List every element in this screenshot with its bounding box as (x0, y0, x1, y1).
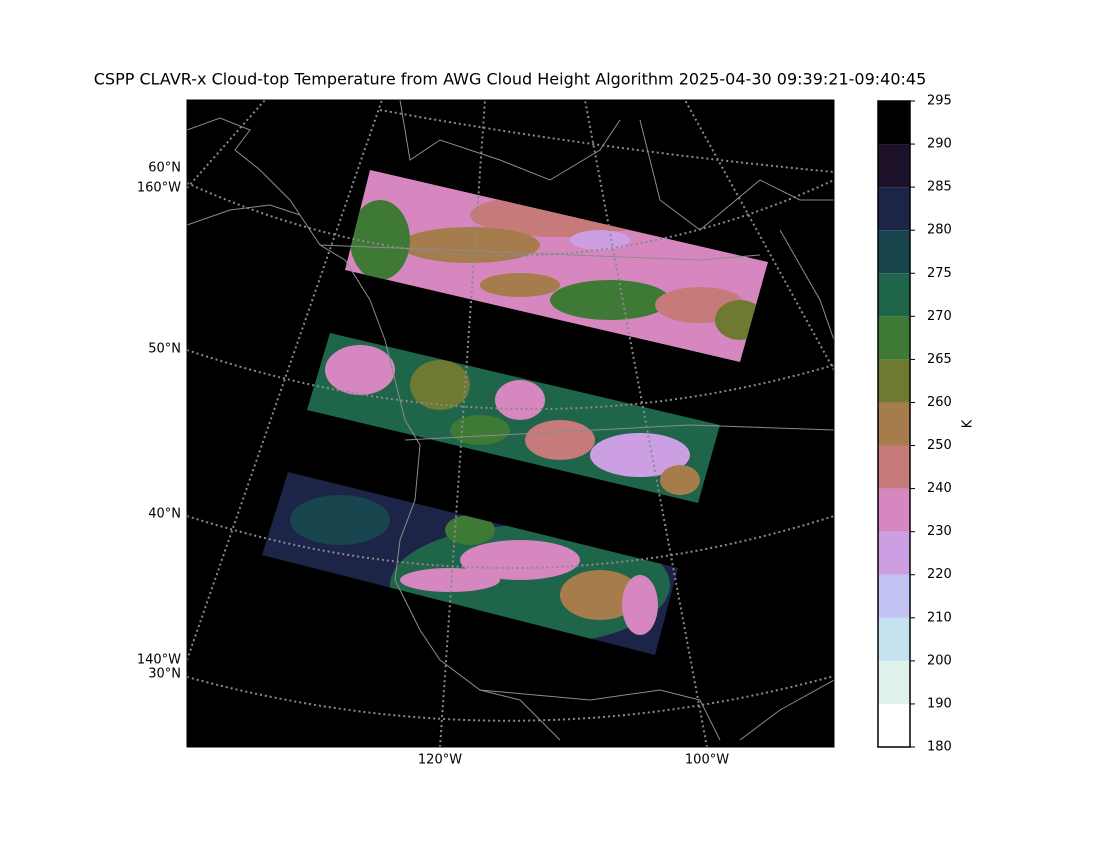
colorbar-segment (878, 316, 910, 360)
colorbar-tick-label: 260 (927, 395, 952, 410)
colorbar-segment (878, 617, 910, 661)
colorbar-tick-label: 265 (927, 352, 952, 367)
colorbar-segment (878, 488, 910, 532)
colorbar-label: K (961, 419, 976, 428)
map-frame (186, 99, 835, 748)
graticule-label: 30°N (148, 667, 181, 682)
graticule-label: 100°W (685, 753, 729, 768)
colorbar-tick-label: 220 (927, 567, 952, 582)
graticule-label: 140°W (137, 653, 181, 668)
colorbar-tick-label: 230 (927, 524, 952, 539)
colorbar-segment (878, 660, 910, 704)
colorbar-segment (878, 273, 910, 317)
colorbar-tick-label: 250 (927, 438, 952, 453)
graticule-label: 160°W (137, 181, 181, 196)
map (187, 100, 834, 747)
colorbar-segment (878, 531, 910, 575)
colorbar-frame (877, 100, 911, 748)
chart-title: CSPP CLAVR-x Cloud-top Temperature from … (94, 70, 927, 89)
graticule-label: 40°N (148, 507, 181, 522)
colorbar-tick-label: 240 (927, 481, 952, 496)
colorbar-tick-label: 190 (927, 696, 952, 711)
colorbar-segment (878, 445, 910, 489)
colorbar-segment (878, 359, 910, 403)
colorbar-tick-label: 290 (927, 137, 952, 152)
colorbar-tick-label: 295 (927, 94, 952, 109)
colorbar-tick-label: 210 (927, 610, 952, 625)
colorbar-tick-label: 200 (927, 653, 952, 668)
colorbar-tick-label: 270 (927, 309, 952, 324)
colorbar-segment (878, 402, 910, 446)
colorbar-segment (878, 574, 910, 618)
colorbar-tick-label: 180 (927, 740, 952, 755)
colorbar-tick-label: 275 (927, 266, 952, 281)
colorbar-segment (878, 144, 910, 188)
graticule-label: 60°N (148, 161, 181, 176)
colorbar-segment (878, 187, 910, 231)
colorbar-segment (878, 101, 910, 145)
colorbar-segment (878, 703, 910, 747)
colorbar-tick-label: 280 (927, 223, 952, 238)
graticule-label: 120°W (418, 753, 462, 768)
colorbar-segment (878, 230, 910, 274)
colorbar-tick-label: 285 (927, 180, 952, 195)
graticule-label: 50°N (148, 342, 181, 357)
